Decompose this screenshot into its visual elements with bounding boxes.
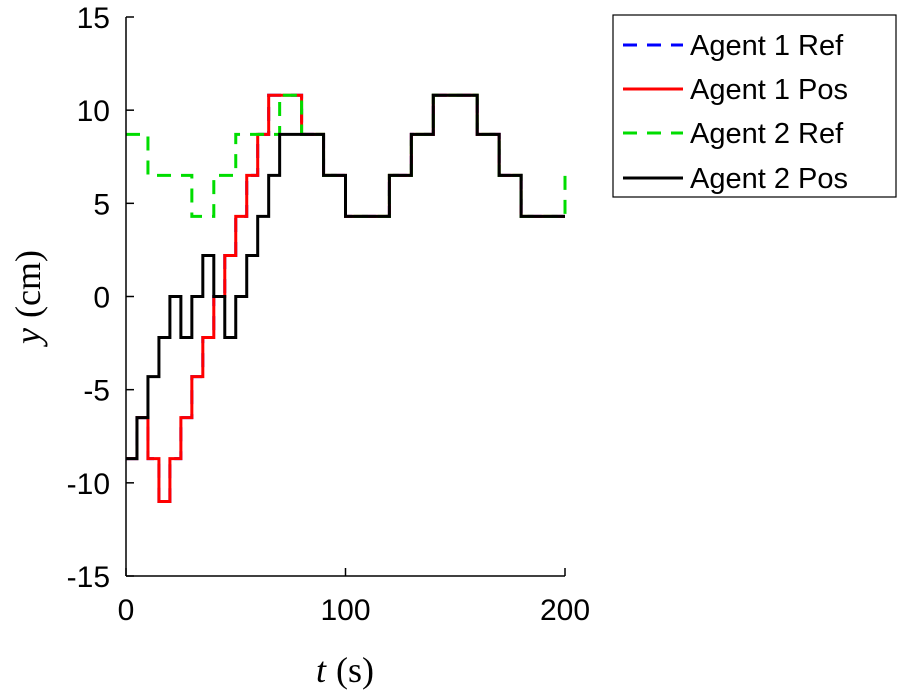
legend-label-agent1-pos: Agent 1 Pos (690, 74, 848, 106)
legend: Agent 1 Ref Agent 1 Pos Agent 2 Ref Agen… (612, 14, 897, 198)
series-line-agent-2-pos (126, 93, 565, 461)
y-axis-title: y (cm) (8, 250, 48, 347)
ticks-layer: 0 100 200 -15 -10 -5 0 5 10 15 (67, 2, 590, 627)
y-tick-label: -15 (67, 561, 110, 594)
y-axis-variable: y (8, 328, 48, 347)
x-tick-label: 0 (118, 594, 135, 627)
legend-entry-agent1-pos: Agent 1 Pos (623, 74, 848, 106)
legend-entry-agent2-pos: Agent 2 Pos (623, 163, 848, 195)
x-tick-label: 100 (320, 594, 370, 627)
y-axis-unit: (cm) (8, 250, 48, 318)
x-tick-label: 200 (540, 594, 590, 627)
legend-label-agent2-ref: Agent 2 Ref (690, 118, 844, 150)
legend-label-agent2-pos: Agent 2 Pos (690, 163, 848, 195)
x-axis-title: t (s) (316, 650, 374, 690)
series-layer (126, 93, 567, 503)
y-tick-label: -10 (67, 468, 110, 501)
y-tick-label: 0 (93, 282, 110, 315)
y-tick-label: -5 (83, 375, 110, 408)
y-tick-label: 10 (77, 95, 110, 128)
x-axis-unit: (s) (336, 650, 374, 690)
y-tick-label: 15 (77, 2, 110, 35)
legend-entry-agent2-ref: Agent 2 Ref (623, 118, 844, 150)
x-axis-variable: t (316, 650, 327, 690)
y-tick-label: 5 (93, 188, 110, 221)
legend-entry-agent1-ref: Agent 1 Ref (623, 30, 844, 62)
legend-label-agent1-ref: Agent 1 Ref (690, 30, 844, 62)
